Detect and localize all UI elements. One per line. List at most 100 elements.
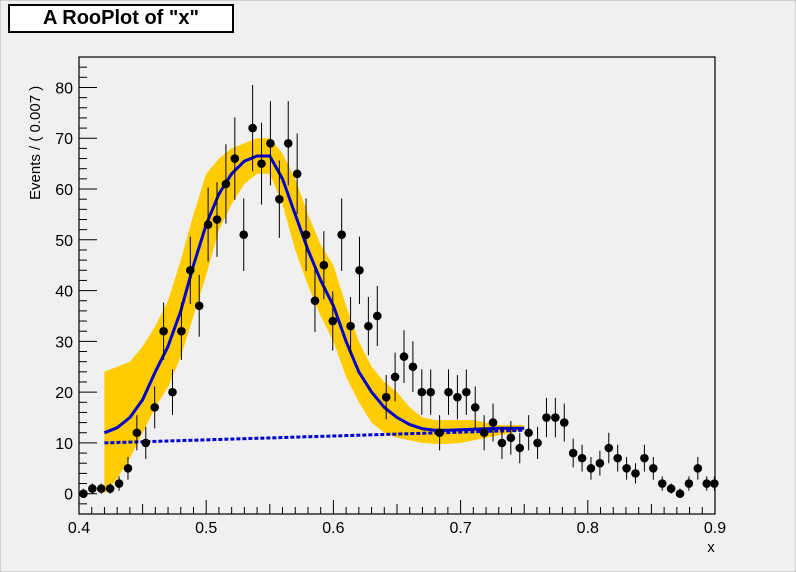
data-point: [515, 432, 525, 464]
data-marker: [337, 230, 346, 240]
data-marker: [604, 443, 614, 453]
data-point: [96, 483, 106, 494]
data-point: [613, 444, 622, 472]
data-point: [221, 144, 231, 224]
data-point: [177, 302, 186, 360]
data-marker: [177, 326, 186, 336]
x-axis-title: x: [707, 539, 715, 556]
data-point: [408, 341, 418, 393]
x-tick-label: 0.7: [449, 520, 471, 537]
data-point: [159, 302, 168, 360]
background-curve: [104, 428, 525, 445]
data-point: [479, 415, 489, 451]
x-tick-label: 0.8: [577, 520, 599, 537]
data-point: [203, 187, 213, 262]
data-point: [595, 450, 605, 476]
data-point: [559, 403, 569, 442]
data-marker: [257, 159, 266, 168]
data-point: [586, 456, 596, 480]
x-tick-label: 0.4: [68, 520, 90, 537]
data-point: [319, 231, 329, 300]
data-marker: [506, 433, 516, 443]
y-tick-label: 50: [55, 233, 73, 250]
data-marker: [417, 387, 427, 397]
data-marker: [150, 403, 159, 412]
data-marker: [649, 464, 658, 473]
data-point: [194, 274, 204, 337]
data-marker: [310, 296, 320, 306]
data-point: [542, 397, 551, 438]
data-marker: [186, 265, 195, 275]
axes-layer: 0.4 0.5 0.6 0.7 0.8 0.9 0 10 20 30 40 50 60 70 80: [55, 56, 726, 537]
data-marker: [372, 311, 382, 321]
data-marker: [613, 453, 622, 463]
y-tick-label: 20: [55, 385, 73, 402]
data-marker: [239, 230, 249, 240]
data-marker: [301, 230, 311, 240]
data-point: [212, 182, 222, 257]
data-marker: [470, 403, 480, 412]
data-marker: [194, 301, 204, 311]
y-tick-label: 60: [55, 182, 73, 199]
data-marker: [710, 479, 719, 488]
data-marker: [462, 387, 471, 397]
data-point: [123, 456, 133, 480]
data-point: [355, 236, 364, 304]
data-marker: [88, 484, 97, 493]
data-marker: [364, 321, 373, 331]
data-point: [283, 101, 293, 186]
data-point: [310, 269, 320, 333]
data-marker: [230, 154, 240, 163]
data-marker: [435, 428, 444, 438]
data-marker: [399, 352, 409, 361]
data-marker: [684, 479, 694, 488]
data-point: [328, 291, 338, 351]
data-marker: [693, 464, 703, 473]
x-tick-label: 0.6: [322, 520, 344, 537]
data-point: [497, 426, 507, 459]
data-point: [150, 386, 159, 429]
data-marker: [622, 464, 631, 473]
data-marker: [346, 321, 355, 331]
fit-curve-layer: [103, 154, 525, 435]
data-marker: [114, 479, 124, 488]
data-marker: [221, 179, 231, 189]
data-point: [417, 369, 427, 415]
data-point: [257, 122, 266, 205]
data-marker: [551, 413, 560, 422]
data-point: [426, 369, 436, 415]
data-marker: [381, 392, 391, 402]
data-point: [292, 133, 302, 215]
data-marker: [292, 169, 302, 179]
data-marker: [515, 443, 525, 453]
data-marker: [586, 464, 596, 473]
data-point: [462, 369, 471, 415]
data-point: [390, 352, 400, 402]
data-point: [435, 415, 444, 451]
data-point: [622, 456, 631, 480]
y-tick-label: 10: [55, 436, 73, 453]
data-point: [568, 438, 578, 468]
data-marker: [275, 194, 284, 204]
data-point: [649, 456, 658, 480]
data-marker: [631, 469, 640, 478]
data-marker: [595, 458, 605, 468]
data-marker: [666, 484, 676, 493]
data-marker: [390, 372, 400, 382]
data-marker: [408, 362, 418, 372]
background-curve-layer: [104, 428, 525, 445]
data-marker: [355, 265, 364, 275]
data-marker: [444, 387, 453, 397]
data-point: [337, 198, 346, 271]
data-point: [551, 397, 560, 438]
data-marker: [577, 453, 587, 463]
y-tick-label: 0: [64, 487, 73, 504]
data-marker: [96, 484, 106, 493]
data-marker: [159, 326, 168, 336]
data-point: [239, 198, 249, 271]
data-point: [372, 285, 382, 347]
y-tick-label: 70: [55, 131, 73, 148]
data-marker: [568, 448, 578, 458]
data-point: [524, 415, 533, 451]
